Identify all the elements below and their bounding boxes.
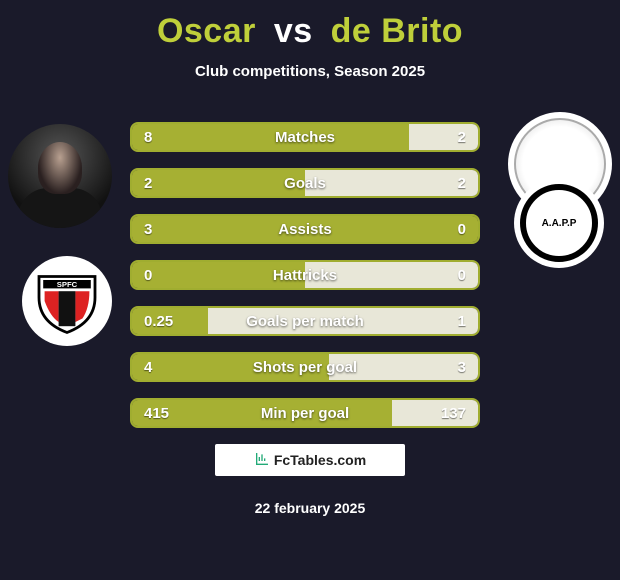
player1-club-badge: SPFC <box>22 256 112 346</box>
stat-row: 3Assists0 <box>130 214 480 244</box>
stat-row: 8Matches2 <box>130 122 480 152</box>
stat-bar-left <box>132 124 409 150</box>
stat-bar-left <box>132 354 329 380</box>
stat-bar-left <box>132 400 392 426</box>
player2-club-label: A.A.P.P <box>520 184 598 262</box>
stat-row: 0.25Goals per match1 <box>130 306 480 336</box>
stats-bars: 8Matches2 2Goals2 3Assists0 0Hattricks0 0.25… <box>130 122 480 444</box>
player2-name: de Brito <box>331 12 463 50</box>
svg-text:SPFC: SPFC <box>57 280 78 289</box>
player1-avatar <box>8 124 112 228</box>
chart-icon <box>254 451 270 470</box>
stat-bar-left <box>132 170 305 196</box>
source-badge: FcTables.com <box>215 444 405 476</box>
stat-bar-right <box>329 354 478 380</box>
subtitle: Club competitions, Season 2025 <box>0 63 620 80</box>
player2-club-badge: A.A.P.P <box>514 178 604 268</box>
stat-bar-left <box>132 216 478 242</box>
stat-row: 0Hattricks0 <box>130 260 480 290</box>
stat-row: 4Shots per goal3 <box>130 352 480 382</box>
player1-name: Oscar <box>157 12 256 50</box>
vs-text: vs <box>266 12 321 50</box>
stat-bar-left <box>132 308 208 334</box>
source-text: FcTables.com <box>274 452 366 468</box>
stat-bar-right <box>409 124 478 150</box>
stat-bar-left <box>132 262 305 288</box>
stat-row: 415Min per goal137 <box>130 398 480 428</box>
stat-bar-right <box>208 308 478 334</box>
footer-date: 22 february 2025 <box>0 500 620 516</box>
stat-bar-right <box>305 262 478 288</box>
stat-bar-right <box>392 400 479 426</box>
comparison-title: Oscar vs de Brito <box>0 0 620 51</box>
stat-bar-right <box>305 170 478 196</box>
stat-row: 2Goals2 <box>130 168 480 198</box>
